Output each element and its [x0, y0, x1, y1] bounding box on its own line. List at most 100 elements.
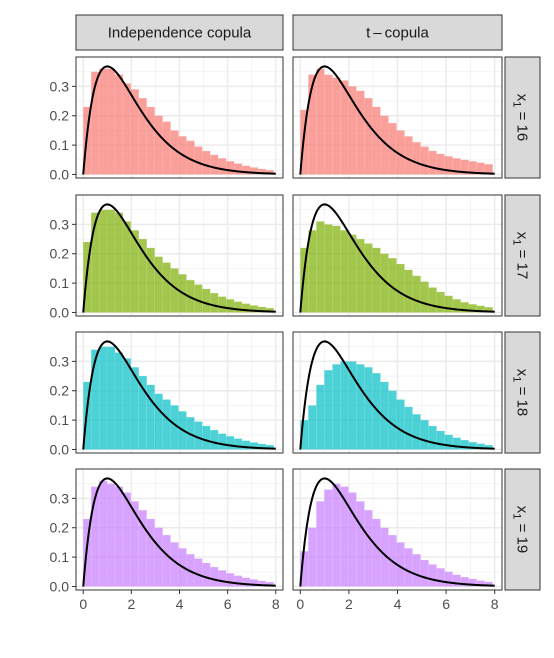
histogram-bar	[428, 564, 437, 587]
row-strip-value: = 18	[514, 382, 531, 416]
histogram-bar	[106, 68, 116, 175]
histogram-bar	[162, 399, 171, 450]
histogram-bar	[98, 346, 108, 450]
histogram-bar	[218, 158, 227, 175]
histogram-bar	[114, 486, 124, 587]
histogram-bar	[428, 287, 437, 313]
histogram-bar	[388, 390, 397, 450]
histogram-bar	[412, 554, 421, 587]
histogram-bar	[98, 68, 108, 175]
histogram-bar	[154, 115, 163, 175]
histogram-bar	[316, 384, 325, 450]
histogram-bar	[420, 419, 429, 450]
histogram-bar	[122, 221, 132, 313]
histogram-bar	[210, 566, 219, 587]
histogram-bar	[308, 230, 317, 313]
histogram-bar	[218, 570, 227, 587]
x-tick-label: 0	[79, 596, 87, 612]
histogram-bar	[428, 150, 437, 175]
histogram-bar	[436, 568, 445, 587]
histogram-bar	[444, 571, 453, 587]
histogram-bar	[154, 256, 163, 313]
histogram-bar	[372, 518, 381, 587]
histogram-bar	[202, 288, 211, 313]
histogram-bar	[202, 562, 211, 587]
row-strip-var: x	[514, 506, 531, 514]
row-strip-label-1: x1 = 16	[511, 94, 531, 141]
histogram-bar	[106, 483, 116, 587]
histogram-bar	[316, 501, 325, 587]
histogram-bar	[233, 438, 243, 450]
panel-border	[292, 194, 503, 317]
y-tick-label: 0.0	[50, 578, 70, 594]
panel-r3-c2	[292, 331, 503, 454]
histogram-bar	[146, 106, 155, 175]
histogram-bar	[114, 74, 124, 175]
histogram-bar	[436, 291, 445, 313]
panel-border	[292, 331, 503, 454]
x-tick-label: 2	[345, 596, 353, 612]
density-curve	[82, 477, 276, 587]
density-curve	[299, 340, 495, 450]
histogram-bar	[194, 284, 203, 313]
y-tick-label: 0.1	[50, 137, 70, 153]
histogram-bar	[412, 142, 421, 175]
panel-r1-c2	[292, 56, 503, 179]
histogram-bar	[308, 527, 317, 587]
histogram-bar	[324, 370, 333, 450]
row-strip-label-2: x1 = 17	[511, 232, 531, 279]
x-tick-label: 6	[224, 596, 232, 612]
histogram-bar	[324, 74, 333, 175]
histogram-bar	[154, 527, 163, 587]
histogram-bar	[420, 559, 429, 587]
histogram-bar	[364, 97, 373, 175]
histogram-bar	[194, 558, 203, 587]
histogram-bar	[226, 161, 235, 175]
density-curve	[82, 65, 276, 175]
histogram-bar	[436, 430, 445, 450]
histogram-bar	[436, 153, 445, 175]
histogram-bar	[412, 275, 421, 313]
histogram-bar	[404, 406, 413, 450]
density-curve	[82, 340, 276, 450]
histogram-bar	[226, 573, 235, 587]
histogram-bar	[332, 364, 341, 450]
histogram-bar	[444, 295, 453, 313]
row-strip-label-4: x1 = 19	[511, 506, 531, 553]
histogram-bar	[233, 301, 243, 313]
y-tick-label: 0.2	[50, 108, 70, 124]
histogram-bar	[340, 486, 349, 587]
y-tick-label: 0.0	[50, 304, 70, 320]
histogram-bar	[162, 534, 171, 587]
y-tick-label: 0.2	[50, 520, 70, 536]
histogram-bar	[162, 262, 171, 313]
histogram-bar	[364, 367, 373, 450]
row-strip-subscript: 1	[511, 239, 523, 245]
x-tick-label: 6	[442, 596, 450, 612]
panel-r1-c1	[75, 56, 284, 179]
histogram-bar	[316, 68, 325, 175]
histogram-bar	[106, 209, 116, 313]
histogram-bar	[340, 230, 349, 313]
row-strip-label-3: x1 = 18	[511, 369, 531, 416]
histogram-bar	[356, 90, 365, 175]
histogram-bar	[356, 364, 365, 450]
histogram-bar	[194, 146, 203, 175]
panel-border	[292, 56, 503, 179]
histogram-bar	[332, 77, 341, 175]
histogram-bar	[340, 361, 349, 450]
row-strip-3	[504, 331, 541, 454]
row-strip-value: = 17	[514, 245, 531, 279]
histogram-bar	[364, 509, 373, 587]
histogram-bar	[233, 163, 243, 175]
histogram-bar	[348, 234, 357, 313]
panel-border	[75, 194, 284, 317]
histogram-bar	[324, 224, 333, 313]
histogram-bar	[404, 548, 413, 587]
y-tick-label: 0.1	[50, 549, 70, 565]
histogram-bar	[444, 434, 453, 450]
histogram-bar	[396, 263, 405, 313]
panel-r4-c2	[292, 468, 503, 591]
x-tick-label: 8	[272, 596, 280, 612]
